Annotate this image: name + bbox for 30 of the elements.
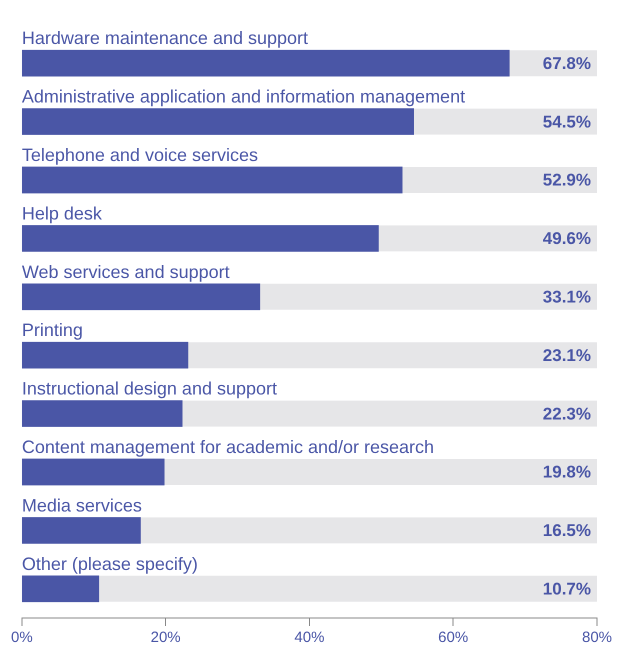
bar	[22, 458, 165, 486]
x-tick-label: 40%	[294, 629, 324, 646]
x-tick-label: 20%	[150, 629, 181, 646]
data-label: 54.5%	[542, 112, 591, 132]
x-tick-label: 0%	[10, 629, 33, 646]
data-label: 22.3%	[542, 404, 591, 424]
y-tick-label: Telephone and voice services	[22, 145, 258, 165]
data-label: 16.5%	[542, 521, 591, 540]
data-label: 52.9%	[542, 170, 591, 190]
data-label: 23.1%	[542, 346, 591, 365]
y-tick-label: Other (please specify)	[22, 554, 198, 574]
data-label: 10.7%	[542, 579, 591, 598]
bar	[22, 517, 141, 544]
data-label: 19.8%	[542, 462, 591, 482]
x-tick-label: 60%	[438, 629, 468, 646]
y-tick-label: Web services and support	[22, 262, 230, 282]
data-label: 33.1%	[542, 287, 591, 306]
x-tick-label: 80%	[582, 629, 612, 646]
y-tick-label: Content management for academic and/or research	[22, 437, 434, 457]
bar	[22, 400, 182, 427]
y-tick-label: Printing	[22, 320, 83, 340]
bar	[22, 575, 100, 602]
y-tick-label: Administrative application and information management	[22, 86, 466, 107]
bar	[22, 342, 188, 369]
y-tick-label: Media services	[22, 495, 142, 516]
y-tick-label: Instructional design and support	[22, 378, 278, 399]
data-label: 49.6%	[542, 229, 591, 248]
y-tick-label: Help desk	[22, 203, 103, 224]
y-tick-label: Hardware maintenance and support	[22, 28, 308, 48]
data-label: 67.8%	[542, 54, 591, 73]
